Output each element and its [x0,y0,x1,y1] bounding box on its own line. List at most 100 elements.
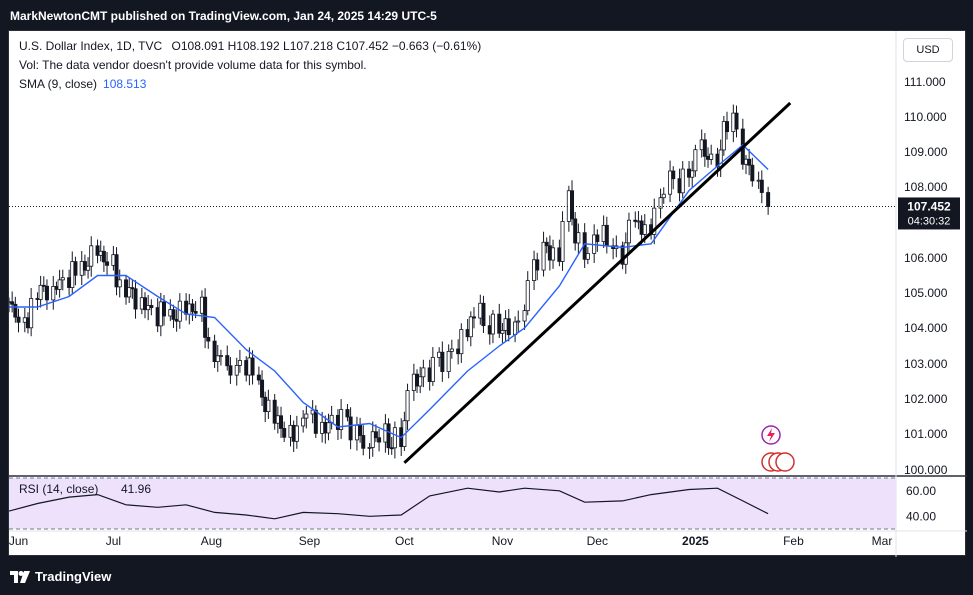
candle-body [70,261,75,288]
time-tick-label: Aug [201,534,222,548]
candle-body [161,301,166,317]
candle-body [471,316,476,319]
candle-body [279,415,284,429]
candle-body [756,179,761,182]
chart-frame[interactable]: 111.000 110.000 109.000 108.000 106.000 105.0… [8,30,967,557]
legend-low-label: L [283,39,290,53]
candle-body [702,139,707,157]
candle-body [389,447,394,450]
price-tick-label: 111.000 [904,75,946,89]
candle-body [415,373,420,387]
candle-body [721,121,726,151]
legend-close-value: 107.452 [345,39,389,53]
candle-body [155,307,160,327]
candle-body [124,279,129,298]
candle-body [73,261,78,276]
price-tick-label: 103.000 [904,357,948,371]
candle-body [86,265,91,271]
legend-symbol[interactable]: U.S. Dollar Index, 1D, TVC [19,39,163,53]
candle-body [272,399,277,424]
legend-ohlc-row: U.S. Dollar Index, 1D, TVC O108.091 H108… [19,37,481,56]
legend-sma-value: 108.513 [103,77,147,91]
candle-body [101,250,106,263]
candle-body [497,313,502,334]
candle-body [111,254,116,266]
candle-body [225,355,230,367]
footer-bar: TradingView [0,558,973,595]
candle-body [98,250,103,256]
candle-body [67,277,72,288]
candle-body [639,220,644,235]
candle-body [532,259,537,281]
candle-body [693,149,698,172]
candle-body [187,303,192,315]
rsi-tick-label: 60.00 [906,484,936,498]
candle-body [506,318,511,336]
candle-body [168,309,173,317]
time-tick-label: Oct [395,534,414,548]
candle-body [427,367,432,382]
candle-body [658,197,663,209]
candle-body [516,320,521,323]
candle-body [487,325,492,335]
candle-body [16,316,21,323]
candle-body [437,351,442,358]
candle-body [446,351,451,372]
price-tick-label: 102.000 [904,392,948,406]
candle-body [560,221,565,262]
candle-body [54,286,59,290]
legend-high-label: H [227,39,237,53]
currency-button[interactable]: USD [903,38,953,62]
chart-legend: U.S. Dollar Index, 1D, TVC O108.091 H108… [19,37,481,94]
candle-body [114,254,119,288]
candle-body [383,423,388,443]
candle-body [468,316,473,338]
legend-high-value: 108.192 [236,39,280,53]
candle-body [459,329,464,355]
candle-body [405,390,410,422]
candle-body [680,168,685,194]
candle-body [633,219,638,222]
candle-body [291,424,296,442]
rsi-line [9,487,769,520]
price-tick-label: 100.000 [904,463,948,477]
chart-canvas[interactable]: 111.000 110.000 109.000 108.000 106.000 105.0… [9,31,967,557]
time-tick-label: Jul [106,534,121,548]
candle-body [282,428,287,438]
candle-body [743,158,748,165]
legend-sma-row: SMA (9, close) 108.513 [19,75,481,94]
candle-body [44,285,49,301]
candle-body [421,367,426,378]
candle-body [313,409,318,434]
candle-body [731,112,736,133]
candle-body [478,302,483,319]
candle-body [256,374,261,381]
price-tick-label: 106.000 [904,251,948,265]
candle-body [51,286,56,301]
candle-body [500,330,505,334]
candle-body [345,409,350,418]
candle-body [386,423,391,449]
candle-body [304,413,309,419]
candle-body [551,247,556,261]
candle-body [570,190,575,220]
candle-body [228,365,233,376]
candle-body [585,252,590,260]
candle-body [725,121,730,133]
candle-body [642,224,647,235]
candle-body [212,340,217,363]
price-tick-label: 108.000 [904,180,948,194]
legend-sma-label[interactable]: SMA (9, close) [19,77,98,91]
candle-body [127,287,132,298]
candle-body [146,305,151,311]
candle-body [525,280,530,312]
candle-body [10,301,15,305]
candle-body [139,297,144,310]
candle-body [392,427,397,449]
candle-body [547,245,552,261]
tradingview-logo[interactable]: TradingView [10,569,111,584]
candle-body [367,446,372,449]
price-tick-label: 101.000 [904,427,948,441]
candle-body [234,365,239,376]
candle-body [143,297,148,311]
